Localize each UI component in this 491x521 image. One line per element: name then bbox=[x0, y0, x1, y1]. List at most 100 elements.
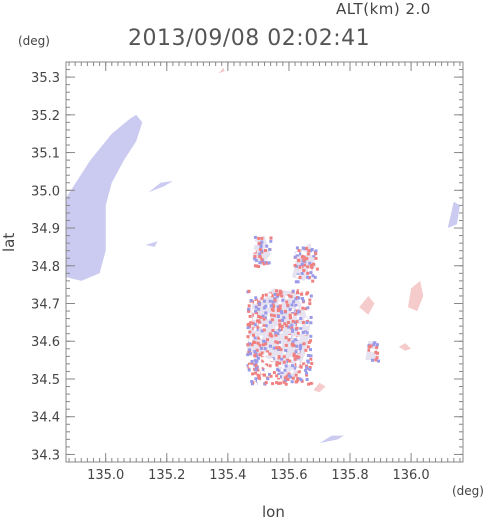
echo-pixel bbox=[283, 376, 287, 380]
echo-pixel bbox=[254, 381, 258, 385]
echo-pixel bbox=[291, 376, 295, 380]
echo-pixel bbox=[264, 324, 268, 328]
echo-pixel bbox=[257, 302, 261, 306]
echo-pixel bbox=[254, 296, 258, 300]
echo-pixel bbox=[269, 236, 273, 240]
echo-pixel bbox=[249, 319, 253, 323]
echo-pixel bbox=[262, 324, 266, 328]
echo-pixel bbox=[287, 372, 291, 376]
echo-pixel bbox=[278, 319, 282, 323]
y-tick-label: 35.1 bbox=[31, 147, 60, 162]
echo-region-echo-135-98-34-59 bbox=[398, 343, 412, 351]
echo-pixel bbox=[250, 359, 254, 363]
echo-pixel bbox=[275, 381, 279, 385]
echo-pixel bbox=[270, 318, 274, 322]
echo-pixel bbox=[309, 294, 313, 298]
echo-pixel bbox=[247, 307, 251, 311]
echo-pixel bbox=[258, 353, 262, 357]
echo-pixel bbox=[257, 315, 261, 318]
echo-pixel bbox=[303, 252, 307, 256]
echo-pixel bbox=[272, 305, 276, 309]
echo-pixel bbox=[314, 249, 318, 253]
echo-pixel bbox=[302, 362, 306, 366]
echo-pixel bbox=[305, 247, 309, 250]
echo-pixel bbox=[259, 242, 263, 246]
echo-pixel bbox=[269, 374, 273, 378]
echo-pixel bbox=[249, 336, 253, 340]
echo-pixel bbox=[286, 303, 290, 307]
echo-pixel bbox=[254, 309, 257, 313]
echo-pixel bbox=[247, 309, 251, 313]
echo-pixel bbox=[260, 329, 264, 333]
echo-pixel bbox=[301, 246, 305, 250]
echo-region-echo-135-14-34-86 bbox=[145, 241, 158, 247]
echo-pixel bbox=[286, 378, 290, 381]
echo-pixel bbox=[253, 235, 257, 239]
echo-pixel bbox=[278, 301, 282, 305]
y-axis-unit: (deg) bbox=[18, 34, 50, 48]
echo-pixel bbox=[252, 292, 256, 295]
echo-pixel bbox=[253, 314, 257, 318]
echo-region-echo-136-14-34-94 bbox=[447, 201, 460, 228]
echo-pixel bbox=[295, 311, 299, 315]
echo-pixel bbox=[257, 300, 261, 304]
echo-pixel bbox=[253, 257, 257, 261]
echo-pixel bbox=[255, 327, 259, 331]
echo-pixel bbox=[257, 307, 261, 311]
plot-frame bbox=[65, 61, 464, 463]
echo-pixel bbox=[308, 302, 312, 306]
echo-pixel bbox=[303, 247, 307, 251]
echo-pixel bbox=[264, 293, 268, 297]
echo-pixel bbox=[255, 311, 259, 315]
echo-pixel bbox=[273, 297, 277, 301]
echo-pixel bbox=[251, 321, 255, 325]
echo-pixel bbox=[265, 244, 269, 248]
echo-pixel bbox=[302, 342, 306, 346]
echo-pixel bbox=[306, 306, 310, 310]
echo-pixel bbox=[248, 330, 252, 334]
echo-pixel bbox=[256, 292, 260, 296]
echo-pixel bbox=[292, 300, 296, 304]
y-tick-label: 34.5 bbox=[31, 373, 60, 388]
echo-pixel bbox=[301, 299, 305, 303]
echo-pixel bbox=[253, 323, 257, 327]
echo-pixel bbox=[299, 324, 303, 328]
echo-pixel bbox=[295, 306, 299, 310]
echo-pixel bbox=[309, 312, 313, 316]
echo-pixel bbox=[268, 372, 271, 376]
echo-pixel bbox=[296, 331, 300, 335]
echo-pixel bbox=[277, 346, 281, 350]
echo-pixel bbox=[290, 303, 294, 307]
echo-pixel bbox=[375, 343, 379, 347]
echo-pixel bbox=[304, 307, 308, 311]
echo-pixel bbox=[263, 340, 267, 344]
echo-pixel bbox=[268, 332, 272, 336]
echo-pixel bbox=[276, 332, 280, 336]
echo-pixel bbox=[258, 252, 262, 256]
echo-pixel bbox=[276, 368, 279, 372]
echo-pixel bbox=[294, 373, 298, 377]
echo-pixel bbox=[297, 258, 300, 262]
echo-pixel bbox=[298, 265, 302, 269]
echo-pixel bbox=[284, 382, 288, 386]
echo-pixel bbox=[276, 341, 280, 345]
echo-pixel bbox=[257, 379, 260, 383]
echo-pixel bbox=[293, 338, 297, 342]
echo-pixel bbox=[256, 368, 260, 372]
echo-pixel bbox=[298, 252, 301, 256]
echo-pixel bbox=[291, 328, 294, 332]
echo-pixel bbox=[269, 313, 273, 317]
echo-pixel bbox=[272, 346, 276, 350]
echo-pixel bbox=[248, 314, 252, 318]
echo-pixel bbox=[296, 274, 300, 278]
echo-pixel bbox=[276, 305, 280, 309]
echo-pixel bbox=[309, 334, 313, 338]
echo-pixel bbox=[249, 376, 253, 380]
echo-pixel bbox=[277, 327, 281, 331]
echo-pixel bbox=[269, 239, 273, 243]
echo-pixel bbox=[278, 375, 282, 379]
echo-pixel bbox=[268, 299, 272, 303]
echo-pixel bbox=[276, 347, 280, 351]
echo-pixel bbox=[261, 260, 265, 264]
echo-pixel bbox=[370, 348, 374, 352]
